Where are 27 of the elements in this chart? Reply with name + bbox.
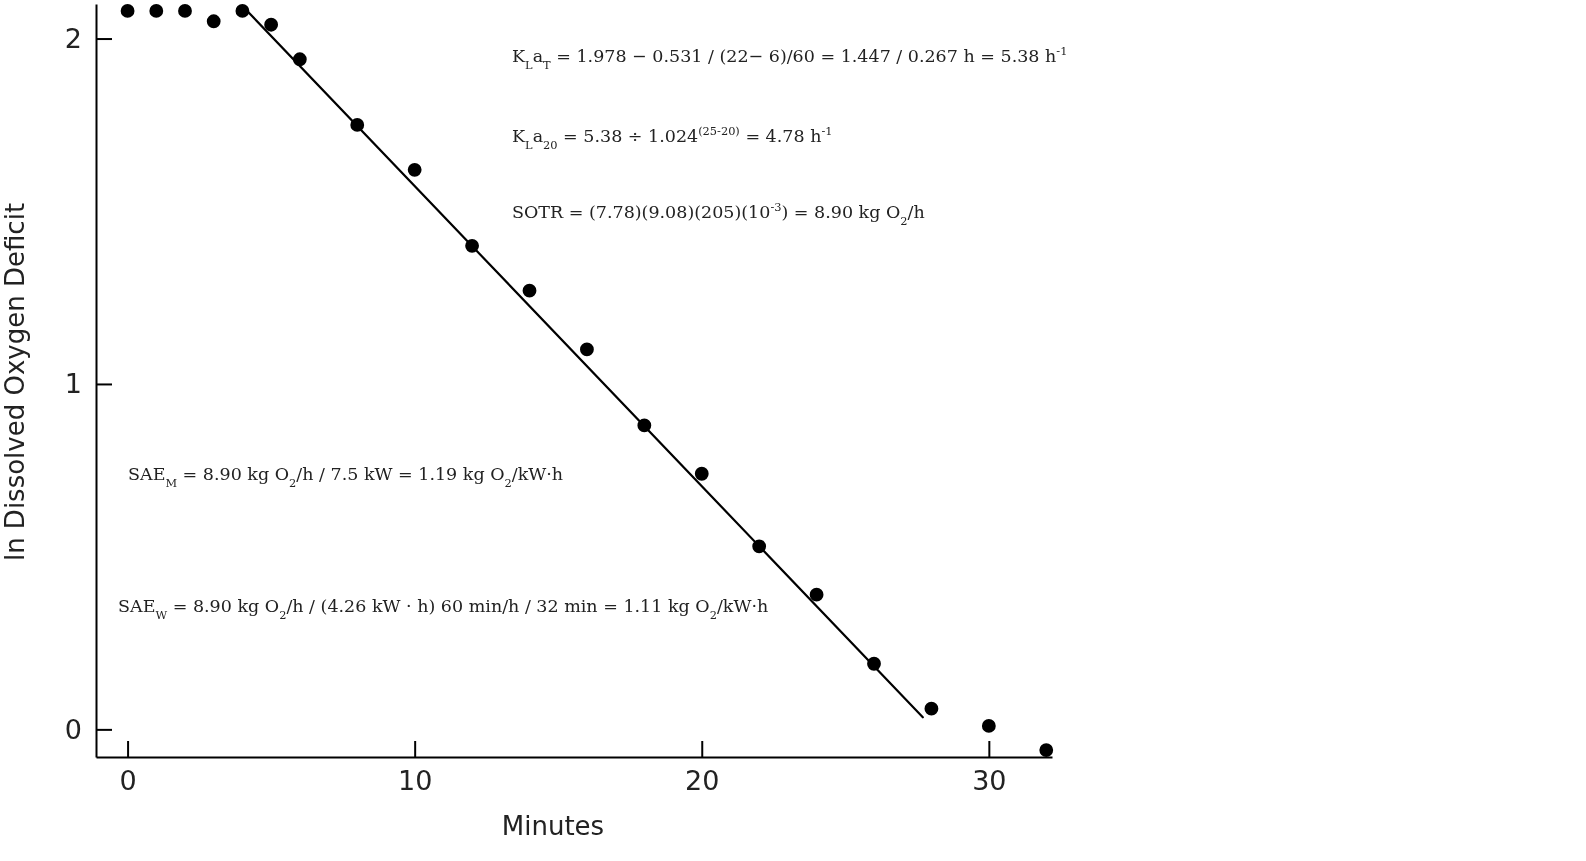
point: [981, 719, 996, 733]
point: [580, 342, 594, 357]
y-tick-label: 1: [64, 368, 82, 400]
point: [694, 466, 709, 481]
y-tick-label: 0: [64, 713, 82, 745]
annotation: SAE$_{M}$ = 8.90 kg O$_{2}$/h / 7.5 kW = 1.19 kg O$_{2}$/kW·h: [128, 464, 564, 490]
point: [924, 701, 939, 716]
point: [149, 4, 164, 18]
x-tick-label: 0: [119, 765, 137, 797]
annotation: SOTR = (7.78)(9.08)(205)(10$^{-3}$) = 8.90 kg O$_{2}$/h: [512, 200, 925, 228]
annotation: K$_{L}$a$_{T}$ = 1.978 − 0.531 / (22− 6)/60 = 1.447 / 0.267 h = 5.38 h$^{-1}$: [512, 44, 1068, 72]
x-axis-title: Minutes: [501, 811, 605, 841]
y-axis-title: ln Dissolved Oxygen Deficit: [0, 202, 30, 562]
x-tick-label: 20: [685, 765, 720, 797]
x-tick-label: 10: [397, 765, 433, 797]
point: [1039, 743, 1054, 757]
point: [120, 4, 135, 18]
point: [264, 17, 279, 32]
point: [809, 587, 824, 602]
x-tick-label: 30: [972, 765, 1007, 797]
annotation: K$_{L}$a$_{20}$ = 5.38 ÷ 1.024$^{(25-20)}$ = 4.78 h$^{-1}$: [512, 124, 833, 152]
point: [522, 283, 537, 298]
y-tick-label: 2: [64, 22, 82, 54]
point: [178, 4, 192, 18]
annotation: SAE$_{W}$ = 8.90 kg O$_{2}$/h / (4.26 kW · h) 60 min/h / 32 min = 1.11 kg O$_{2}$/kW·h: [118, 596, 769, 622]
point: [407, 162, 422, 177]
point: [206, 14, 221, 29]
